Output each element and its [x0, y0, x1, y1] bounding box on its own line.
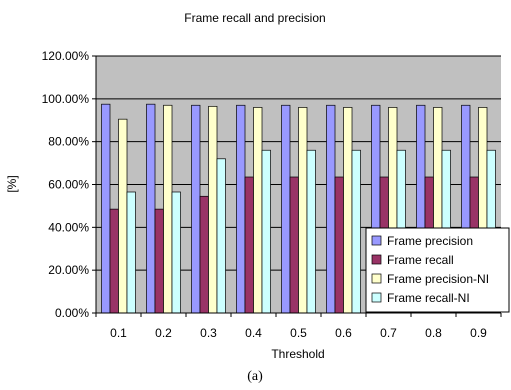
legend-box — [365, 227, 510, 313]
figure-caption: (a) — [247, 369, 263, 384]
bar-frame-precision-ni — [343, 107, 353, 314]
y-tick-label: 20.00% — [48, 263, 89, 277]
y-tick-label: 40.00% — [48, 220, 89, 234]
y-tick-label: 100.00% — [42, 92, 90, 106]
bar-frame-recall — [244, 176, 254, 314]
bar-frame-precision-ni — [208, 105, 218, 314]
x-axis-label: Threshold — [271, 347, 324, 361]
x-axis-ticks: 0.1 0.2 0.3 0.4 0.5 0.6 0.7 0.8 0.9 — [95, 313, 502, 340]
x-tick-label: 0.2 — [155, 326, 172, 340]
bar-frame-recall-ni — [261, 149, 271, 314]
x-tick-label: 0.3 — [200, 326, 217, 340]
x-tick-label: 0.6 — [335, 326, 352, 340]
bar-frame-precision-ni — [118, 118, 128, 314]
legend-label: Frame precision-NI — [387, 272, 489, 286]
legend: Frame precision Frame recall Frame precisi… — [365, 227, 510, 313]
y-tick-label: 120.00% — [42, 49, 90, 63]
bar-frame-recall-ni — [216, 158, 226, 314]
bar-frame-precision — [101, 103, 111, 314]
legend-swatch — [371, 273, 382, 284]
chart-title: Frame recall and precision — [184, 11, 325, 25]
bar-frame-recall — [334, 176, 344, 314]
bar-frame-precision-ni — [253, 107, 263, 314]
bar-frame-precision-ni — [163, 104, 173, 314]
y-axis-label: [%] — [5, 175, 19, 192]
y-tick-label: 60.00% — [48, 178, 89, 192]
legend-swatch — [371, 235, 382, 246]
bar-frame-recall-ni — [171, 191, 181, 314]
y-tick-label: 0.00% — [55, 306, 89, 320]
y-tick-label: 80.00% — [48, 135, 89, 149]
legend-label: Frame precision — [387, 234, 473, 248]
legend-label: Frame recall — [387, 253, 454, 267]
x-tick-label: 0.8 — [425, 326, 442, 340]
bar-frame-recall — [154, 208, 164, 314]
legend-swatch — [371, 292, 382, 303]
legend-label: Frame recall-NI — [387, 291, 470, 305]
bar-frame-precision — [281, 104, 291, 314]
x-tick-label: 0.9 — [470, 326, 487, 340]
bar-frame-precision — [326, 104, 336, 314]
bar-frame-recall-ni — [351, 149, 361, 314]
bar-frame-recall-ni — [126, 191, 136, 314]
x-tick-label: 0.7 — [380, 326, 397, 340]
bar-frame-precision — [236, 104, 246, 314]
bar-frame-recall — [199, 195, 209, 314]
bar-frame-precision — [146, 103, 156, 314]
bar-frame-precision — [191, 104, 201, 314]
bar-frame-recall-ni — [306, 149, 316, 314]
x-tick-label: 0.1 — [110, 326, 127, 340]
bar-frame-recall — [109, 208, 119, 314]
x-tick-label: 0.5 — [290, 326, 307, 340]
legend-swatch — [371, 254, 382, 265]
bar-frame-recall — [289, 176, 299, 314]
bar-frame-precision-ni — [298, 107, 308, 314]
x-tick-label: 0.4 — [245, 326, 262, 340]
y-axis-ticks: 0.00% 20.00% 40.00% 60.00% 80.00% 100.00% 120.… — [42, 49, 96, 320]
